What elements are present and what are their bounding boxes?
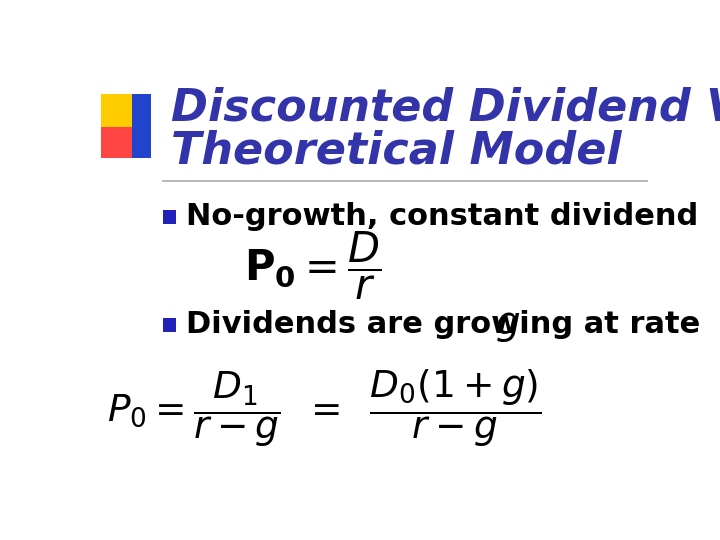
Text: No-growth, constant dividend: No-growth, constant dividend	[186, 202, 698, 231]
FancyBboxPatch shape	[101, 94, 151, 158]
FancyBboxPatch shape	[101, 127, 132, 158]
Text: $\mathbf{P_0} = \dfrac{D}{r}$: $\mathbf{P_0} = \dfrac{D}{r}$	[245, 231, 382, 302]
Text: $g$: $g$	[495, 306, 521, 343]
Text: Discounted Dividend Valuation: Discounted Dividend Valuation	[171, 87, 720, 130]
FancyBboxPatch shape	[163, 210, 176, 224]
Text: $P_0 = \dfrac{D_1}{r-g} \;\;=\;\; \dfrac{D_0(1+g)}{r-g}$: $P_0 = \dfrac{D_1}{r-g} \;\;=\;\; \dfrac…	[107, 367, 541, 449]
FancyBboxPatch shape	[101, 94, 132, 129]
Text: Dividends are growing at rate: Dividends are growing at rate	[186, 310, 711, 339]
FancyBboxPatch shape	[163, 318, 176, 332]
Text: Theoretical Model: Theoretical Model	[171, 130, 621, 172]
